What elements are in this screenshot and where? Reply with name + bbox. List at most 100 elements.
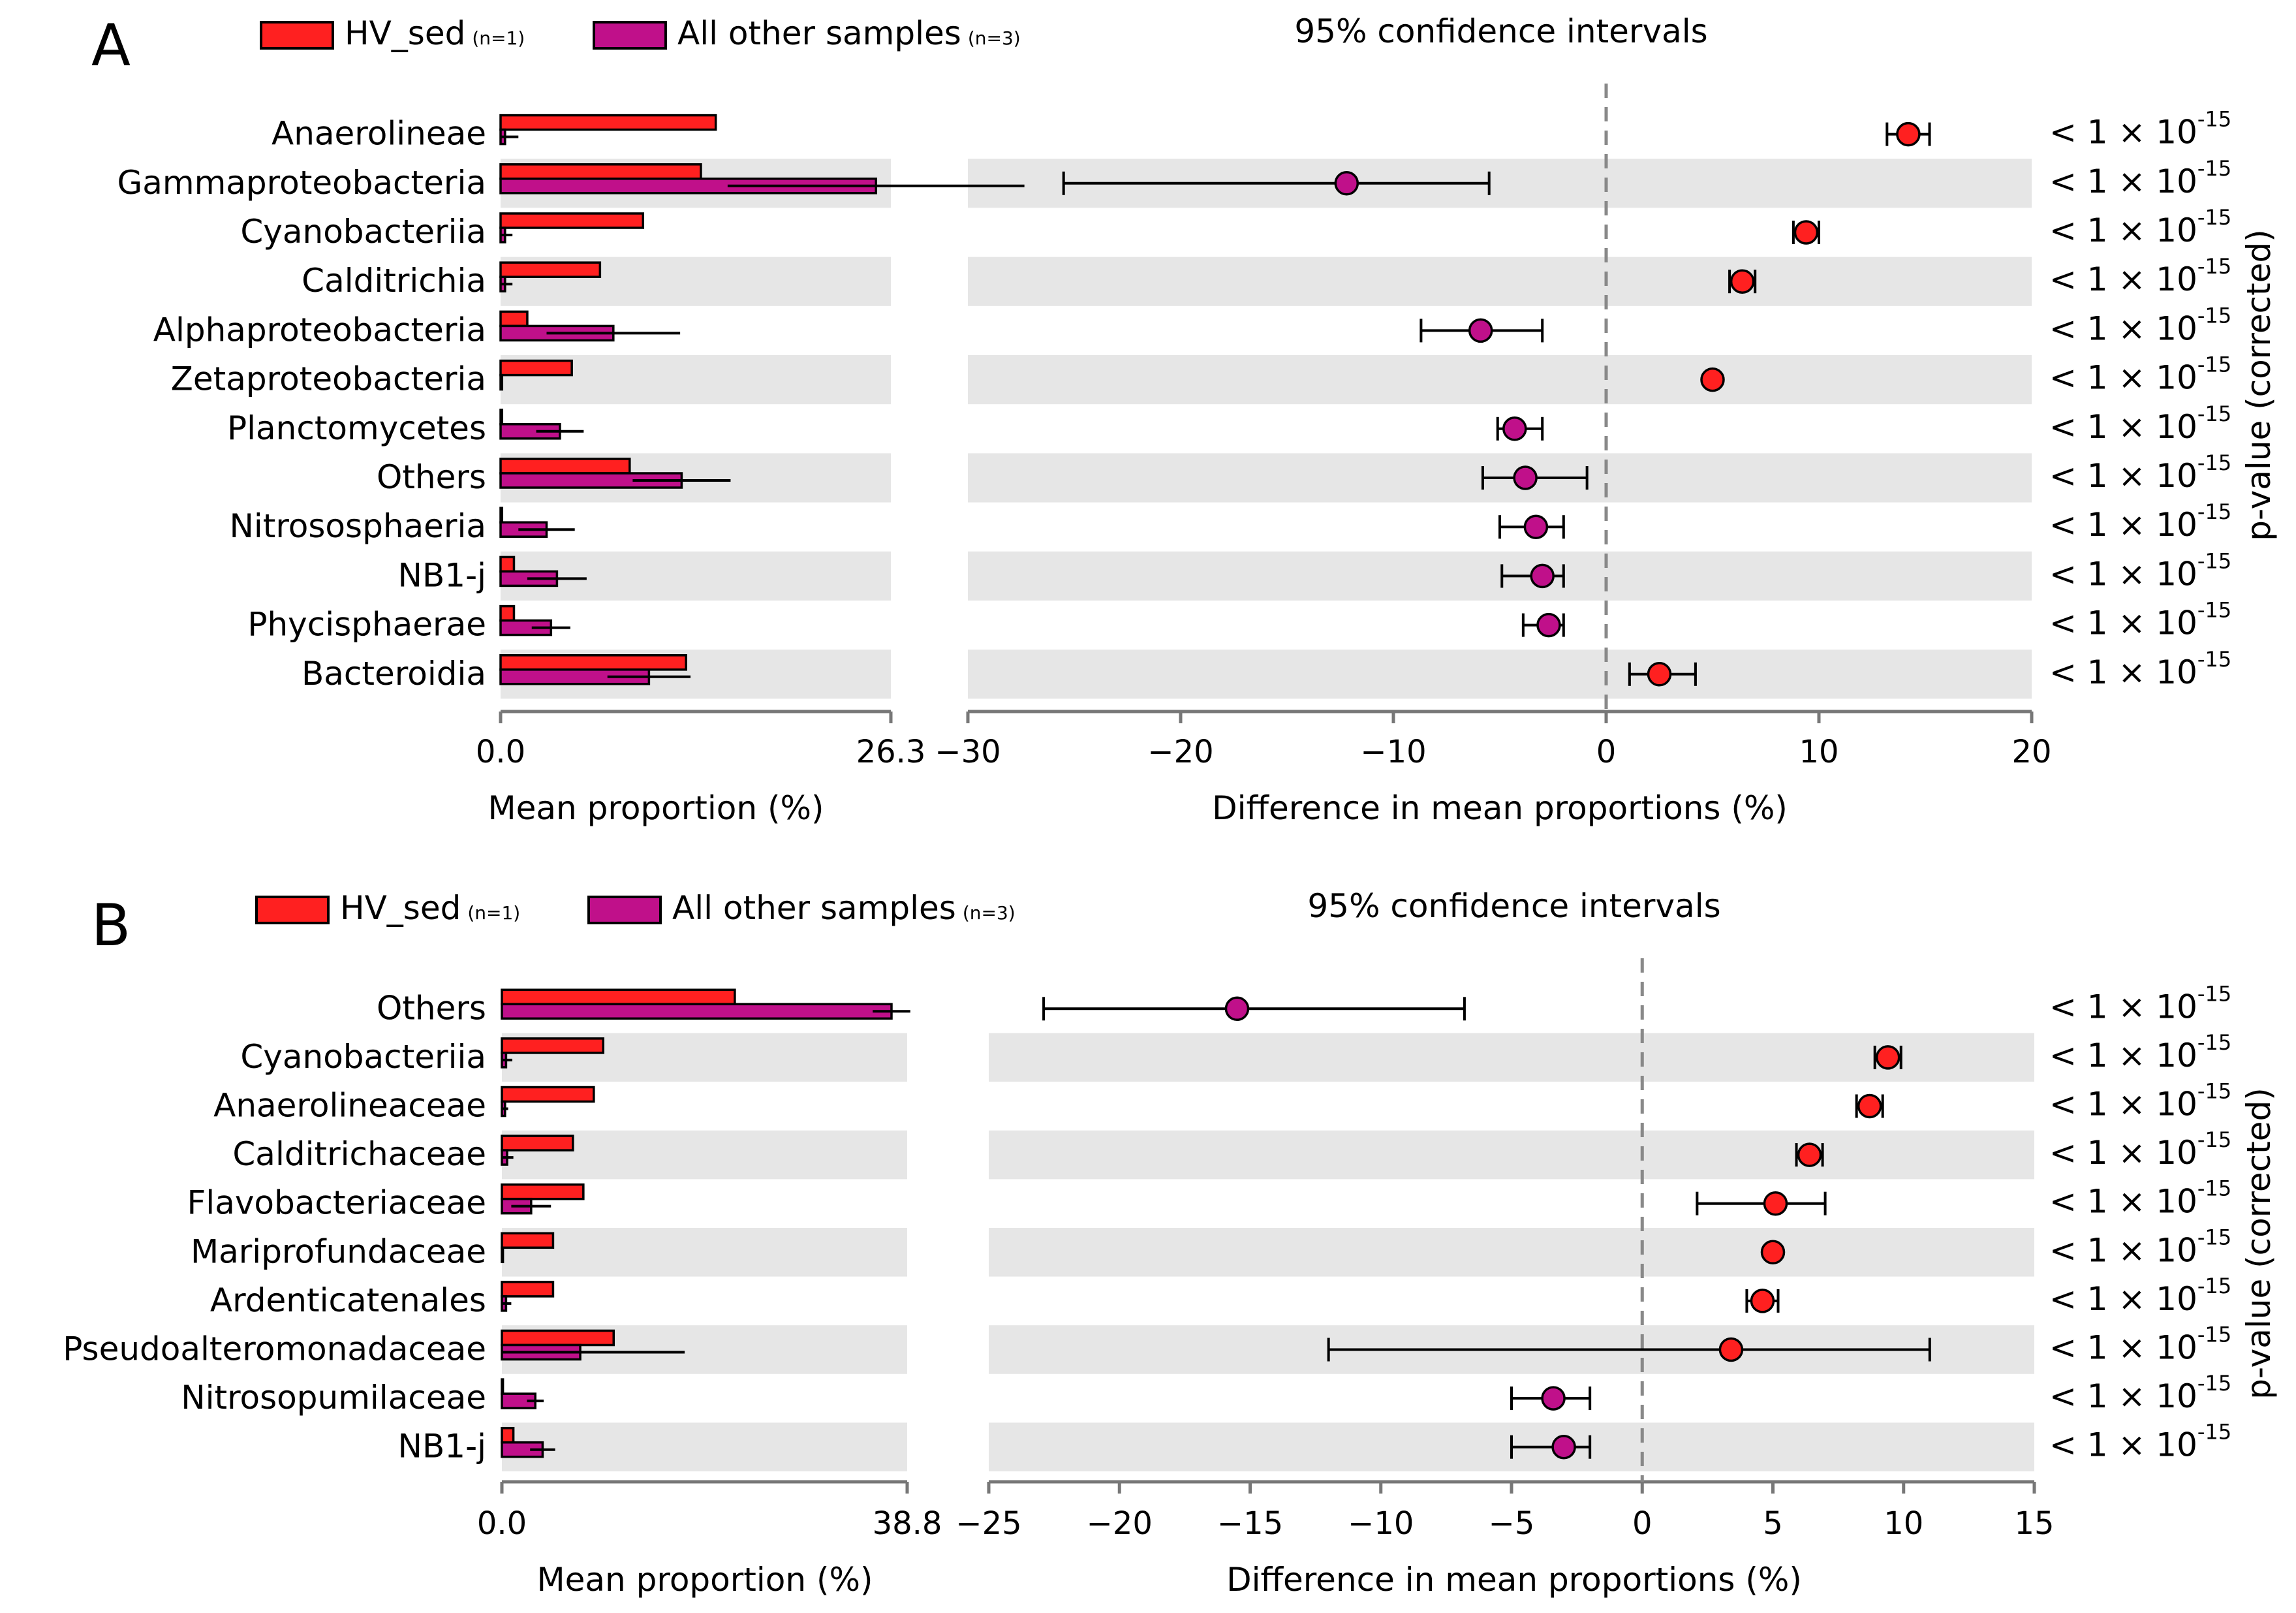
category-label: Others bbox=[377, 989, 486, 1027]
diff-point bbox=[1536, 612, 1561, 638]
legend-label-hv: HV_sed (n=1) bbox=[345, 14, 525, 52]
bar-hv-sed bbox=[499, 359, 573, 377]
bar-hv-sed bbox=[501, 1135, 574, 1151]
row-band-right bbox=[968, 257, 2032, 306]
diff-point bbox=[1334, 171, 1359, 196]
category-label: Gammaproteobacteria bbox=[117, 164, 486, 202]
legend-n-other: (n=3) bbox=[968, 27, 1021, 49]
legend-swatch-other bbox=[593, 21, 667, 50]
p-value-label: < 1 × 10-15 bbox=[2049, 598, 2231, 642]
category-label: Zetaproteobacteria bbox=[171, 360, 486, 398]
category-label: Bacteroidia bbox=[302, 655, 486, 693]
p-value-exponent: -15 bbox=[2197, 1225, 2231, 1249]
right-tick-label: 0 bbox=[1632, 1505, 1652, 1542]
p-value-label: < 1 × 10-15 bbox=[2049, 1371, 2231, 1415]
bar-other-samples bbox=[501, 1003, 893, 1020]
p-value-label: < 1 × 10-15 bbox=[2049, 1176, 2231, 1221]
legend: HV_sed (n=1) All other samples (n=3) bbox=[255, 889, 1016, 927]
legend-n-hv: (n=1) bbox=[472, 27, 525, 49]
p-value-label: < 1 × 10-15 bbox=[2049, 1225, 2231, 1269]
p-value-label: < 1 × 10-15 bbox=[2049, 401, 2231, 446]
bar-hv-sed bbox=[501, 1378, 504, 1395]
p-value-exponent: -15 bbox=[2197, 401, 2231, 426]
p-value-label: < 1 × 10-15 bbox=[2049, 450, 2231, 495]
bar-hv-sed bbox=[499, 310, 529, 328]
diff-point bbox=[1797, 1142, 1822, 1167]
category-label: Alphaproteobacteria bbox=[153, 311, 486, 349]
p-value-exponent: -15 bbox=[2197, 303, 2231, 328]
right-tick-label: 20 bbox=[2011, 734, 2051, 770]
diff-point bbox=[1875, 1045, 1900, 1070]
bar-hv-sed bbox=[499, 458, 631, 475]
row-band-left bbox=[502, 1422, 907, 1471]
left-tick-label: 0.0 bbox=[477, 1505, 527, 1542]
right-tick-label: 15 bbox=[2014, 1505, 2054, 1542]
category-label: Phycisphaerae bbox=[247, 606, 486, 644]
diff-point bbox=[1763, 1191, 1788, 1216]
diff-point bbox=[1730, 269, 1755, 294]
right-tick-label: 10 bbox=[1884, 1505, 1923, 1542]
p-value-exponent: -15 bbox=[2197, 1371, 2231, 1396]
ci-title: 95% confidence intervals bbox=[1294, 12, 1707, 50]
category-label: Flavobacteriaceae bbox=[187, 1184, 486, 1222]
right-tick-label: −20 bbox=[1087, 1505, 1153, 1542]
p-value-label: < 1 × 10-15 bbox=[2049, 107, 2231, 151]
category-label: Planctomycetes bbox=[227, 409, 486, 447]
category-label: NB1-j bbox=[398, 1428, 486, 1465]
p-value-exponent: -15 bbox=[2197, 598, 2231, 623]
diff-point bbox=[1523, 514, 1549, 539]
category-label: Others bbox=[377, 458, 486, 496]
legend-swatch-other bbox=[587, 896, 662, 924]
right-tick-label: −20 bbox=[1147, 734, 1213, 770]
p-value-label: < 1 × 10-15 bbox=[2049, 1127, 2231, 1172]
diff-point bbox=[1468, 318, 1493, 343]
row-band-left bbox=[502, 1228, 907, 1277]
row-band-right bbox=[989, 1130, 2034, 1180]
category-label: Cyanobacteriia bbox=[240, 1038, 486, 1076]
bar-hv-sed bbox=[499, 261, 602, 278]
p-value-exponent: -15 bbox=[2197, 352, 2231, 377]
bar-hv-sed bbox=[501, 1232, 555, 1249]
row-band-right bbox=[989, 1228, 2034, 1277]
p-value-exponent: -15 bbox=[2197, 156, 2231, 181]
p-value-exponent: -15 bbox=[2197, 1323, 2231, 1347]
p-value-label: < 1 × 10-15 bbox=[2049, 352, 2231, 397]
legend-label-other: All other samples (n=3) bbox=[672, 889, 1016, 927]
right-tick-label: −10 bbox=[1348, 1505, 1414, 1542]
bar-hv-sed bbox=[501, 1329, 615, 1347]
right-tick-label: 0 bbox=[1596, 734, 1617, 770]
legend-n-other: (n=3) bbox=[963, 902, 1016, 924]
panel-label: A bbox=[91, 12, 131, 79]
diff-point bbox=[1718, 1337, 1744, 1362]
p-value-label: < 1 × 10-15 bbox=[2049, 1079, 2231, 1123]
p-value-axis-title: p-value (corrected) bbox=[2240, 1088, 2278, 1400]
diff-point bbox=[1896, 121, 1921, 147]
p-value-label: < 1 × 10-15 bbox=[2049, 1420, 2231, 1464]
p-value-label: < 1 × 10-15 bbox=[2049, 303, 2231, 347]
p-value-exponent: -15 bbox=[2197, 1030, 2231, 1055]
right-tick-label: −10 bbox=[1360, 734, 1426, 770]
p-value-exponent: -15 bbox=[2197, 107, 2231, 132]
bar-hv-sed bbox=[501, 1183, 585, 1200]
p-value-label: < 1 × 10-15 bbox=[2049, 647, 2231, 691]
p-value-label: < 1 × 10-15 bbox=[2049, 254, 2231, 298]
left-axis-title: Mean proportion (%) bbox=[537, 1561, 873, 1599]
bar-hv-sed bbox=[501, 1426, 515, 1444]
bar-other-samples bbox=[499, 373, 504, 391]
p-value-exponent: -15 bbox=[2197, 1176, 2231, 1201]
legend-label-hv: HV_sed (n=1) bbox=[340, 889, 520, 927]
p-value-label: < 1 × 10-15 bbox=[2049, 1274, 2231, 1318]
diff-point bbox=[1793, 220, 1819, 245]
right-axis-title: Difference in mean proportions (%) bbox=[1212, 789, 1788, 827]
category-label: NB1-j bbox=[398, 556, 486, 594]
panel-label: B bbox=[91, 892, 131, 959]
category-label: Pseudoalteromonadaceae bbox=[63, 1330, 486, 1368]
p-value-exponent: -15 bbox=[2197, 981, 2231, 1006]
legend: HV_sed (n=1) All other samples (n=3) bbox=[260, 14, 1021, 52]
p-value-axis-title: p-value (corrected) bbox=[2240, 229, 2278, 541]
p-value-exponent: -15 bbox=[2197, 254, 2231, 279]
diff-point bbox=[1647, 662, 1672, 687]
bar-hv-sed bbox=[499, 114, 717, 131]
category-label: Anaerolineaceae bbox=[213, 1087, 486, 1125]
row-band-right bbox=[968, 551, 2032, 601]
